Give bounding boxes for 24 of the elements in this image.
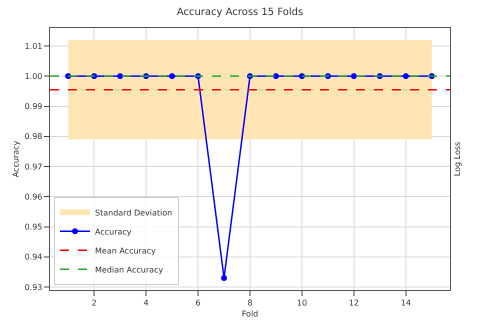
y-tick-label: 0.97 (24, 162, 42, 172)
x-tick-label: 4 (144, 298, 149, 308)
x-tick-label: 6 (196, 298, 201, 308)
x-tick-label: 2 (92, 298, 97, 308)
legend-label: Median Accuracy (95, 265, 164, 274)
y-tick-label: 0.96 (24, 192, 42, 202)
x-axis-title: Fold (242, 310, 258, 319)
legend-label: Accuracy (95, 227, 132, 236)
y-tick-label: 1.01 (24, 42, 42, 51)
chart-title: Accuracy Across 15 Folds (176, 7, 304, 18)
x-tick-label: 10 (296, 298, 308, 308)
y-tick-label: 0.99 (24, 102, 42, 112)
y-tick-label: 1.00 (24, 72, 42, 81)
y-tick-label: 0.95 (24, 222, 42, 232)
x-tick-label: 14 (400, 298, 411, 308)
y-tick-label: 0.98 (24, 132, 42, 142)
y-tick-label: 0.94 (24, 252, 42, 262)
y-axis-title: Accuracy (11, 140, 20, 178)
legend-label: Mean Accuracy (95, 246, 156, 256)
x-tick-label: 8 (247, 298, 253, 308)
y-tick-label: 0.93 (24, 282, 42, 292)
x-tick-label: 12 (348, 298, 359, 308)
y2-axis-title: Log Loss (453, 142, 462, 176)
legend-label: Standard Deviation (95, 208, 172, 218)
